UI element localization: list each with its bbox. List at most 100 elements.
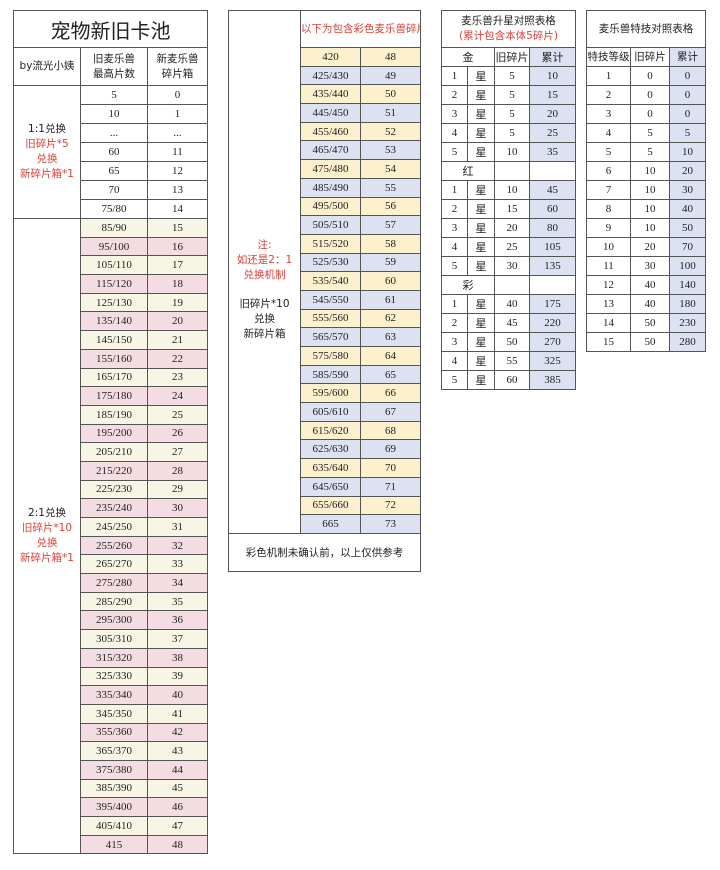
new-count: 59	[360, 252, 421, 273]
table-row: 565/570 63	[229, 327, 421, 347]
star-label: 星	[467, 104, 495, 124]
table-row: 4 星 25 105	[441, 237, 576, 257]
table-row: 7 10 30	[586, 180, 707, 200]
star-label: 星	[467, 294, 495, 314]
table-row: 285/290 35	[14, 591, 209, 612]
total-count: 20	[668, 161, 707, 181]
total-count: 0	[668, 85, 707, 105]
star-label: 星	[467, 180, 495, 200]
table-row: 595/600 66	[229, 383, 421, 404]
old-count: 535/540	[300, 271, 361, 291]
note-line: 新碎片箱*1	[20, 168, 74, 180]
star-level: 3	[441, 104, 468, 124]
old-count: 225/230	[80, 479, 148, 500]
old-count: 235/240	[80, 498, 148, 518]
total-count: 10	[529, 66, 576, 86]
star-level: 1	[441, 180, 468, 200]
table-row: 135/140 20	[14, 311, 209, 332]
table-row: 11 30 100	[586, 256, 707, 276]
old-count: 245/250	[80, 517, 148, 537]
old-count: 5	[494, 66, 530, 86]
new-count: 24	[146, 386, 209, 406]
color-table: 以下为包含彩色麦乐兽碎片 注: 如还是2：1 兑换机制 旧碎片*10 兑换 新碎片箱 420…	[228, 10, 421, 572]
table-row: 4 星 5 25	[441, 123, 576, 143]
new-count: 37	[146, 629, 209, 649]
table-row: 145/150 21	[14, 330, 209, 350]
old-count: 515/520	[300, 233, 361, 254]
table-row: 345/350 41	[14, 703, 209, 724]
table-row: 105/110 17	[14, 255, 209, 276]
table-row: 585/590 65	[229, 364, 421, 385]
skill-level: 11	[586, 256, 631, 276]
star-level: 4	[441, 237, 468, 257]
new-count: 62	[360, 308, 421, 329]
table-row: 6 10 20	[586, 161, 707, 181]
total-count: 140	[668, 275, 707, 295]
table-row: 2 星 5 15	[441, 85, 576, 105]
note-line: 兑换	[36, 153, 58, 165]
new-count: 13	[146, 180, 209, 200]
new-count: 30	[146, 498, 209, 518]
total-count: 385	[529, 370, 576, 390]
star-level: 5	[441, 142, 468, 162]
old-count: 615/620	[300, 420, 361, 441]
old-count: 85/90	[80, 218, 148, 238]
old-count: 10	[630, 199, 670, 219]
note-line: 注:	[257, 239, 272, 252]
new-count: 69	[360, 439, 421, 460]
total-count: 180	[668, 294, 707, 314]
star-label: 星	[467, 218, 495, 238]
new-count: 57	[360, 215, 421, 235]
table-row: 9 10 50	[586, 218, 707, 238]
star-level: 2	[441, 313, 468, 333]
table-row: 10 20 70	[586, 237, 707, 257]
note-cell-top	[228, 10, 301, 48]
new-count: 17	[146, 255, 209, 276]
total-count: 60	[529, 199, 576, 219]
new-count: 45	[146, 778, 209, 799]
old-count: 205/210	[80, 442, 148, 462]
new-count: 55	[360, 177, 421, 198]
old-count: 445/450	[300, 103, 361, 123]
table-row: 5 星 10 35	[441, 142, 576, 162]
old-count: 10	[630, 218, 670, 238]
star-level: 4	[441, 351, 468, 371]
table-row: 2 星 15 60	[441, 199, 576, 219]
skill-level: 8	[586, 199, 631, 219]
old-count: 315/320	[80, 647, 148, 668]
star-label: 星	[467, 351, 495, 371]
new-count: 67	[360, 402, 421, 422]
table-row: 445/450 51	[229, 103, 421, 123]
star-level: 5	[441, 256, 468, 276]
new-count: 18	[146, 274, 209, 294]
table-row: 655/660 72	[229, 495, 421, 516]
old-count: 285/290	[80, 591, 148, 612]
old-count: 105/110	[80, 255, 148, 276]
section-name: 红	[441, 161, 495, 181]
empty-cell	[494, 161, 530, 181]
table-row: 12 40 140	[586, 275, 707, 295]
old-count: 185/190	[80, 404, 148, 425]
table-row: 255/260 32	[14, 535, 209, 556]
star-label: 星	[467, 142, 495, 162]
table-row: 1:1兑换 旧碎片*5 兑换 新碎片箱*1 5 0	[13, 85, 209, 219]
total-count: 20	[529, 104, 576, 124]
old-count: 60	[494, 370, 530, 390]
total-count: 220	[529, 313, 576, 333]
total-count: 45	[529, 180, 576, 200]
table-row: 2:1兑换 旧碎片*10 兑换 新碎片箱*1 85/90 15	[13, 217, 209, 855]
old-count: 20	[630, 237, 670, 257]
old-count: 10	[630, 161, 670, 181]
note-line: 兑换机制	[243, 269, 286, 282]
table-row: 5 星 60 385	[441, 370, 576, 390]
table-row: 215/220 28	[14, 460, 209, 481]
old-count: 385/390	[80, 778, 148, 799]
old-count: 95/100	[80, 236, 148, 257]
empty-cell	[529, 161, 576, 181]
new-count: 58	[360, 233, 421, 254]
table-row: 65 12	[14, 161, 209, 181]
old-count: 0	[630, 104, 670, 124]
old-count: 5	[494, 104, 530, 124]
